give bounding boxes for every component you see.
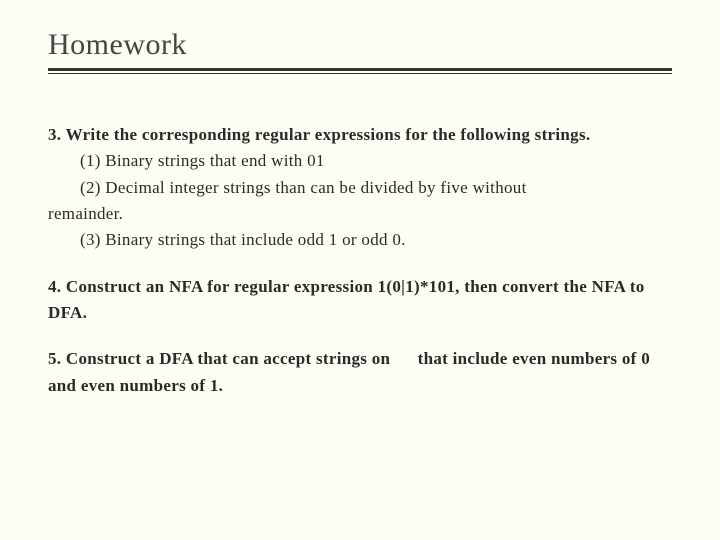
q3-prompt: 3. Write the corresponding regular expre… (48, 122, 672, 148)
q5-lead: 5. Construct a DFA that can accept strin… (48, 349, 390, 368)
title-rule (48, 68, 672, 74)
question-5: 5. Construct a DFA that can accept strin… (48, 346, 672, 399)
page-title: Homework (48, 28, 672, 62)
q3-item-3: (3) Binary strings that include odd 1 or… (48, 227, 672, 253)
question-4: 4. Construct an NFA for regular expressi… (48, 274, 672, 327)
question-3: 3. Write the corresponding regular expre… (48, 122, 672, 254)
homework-content: 3. Write the corresponding regular expre… (48, 122, 672, 399)
q3-item-1: (1) Binary strings that end with 01 (48, 148, 672, 174)
q3-item-2-tail: remainder. (48, 201, 672, 227)
q3-item-2: (2) Decimal integer strings than can be … (48, 175, 672, 201)
